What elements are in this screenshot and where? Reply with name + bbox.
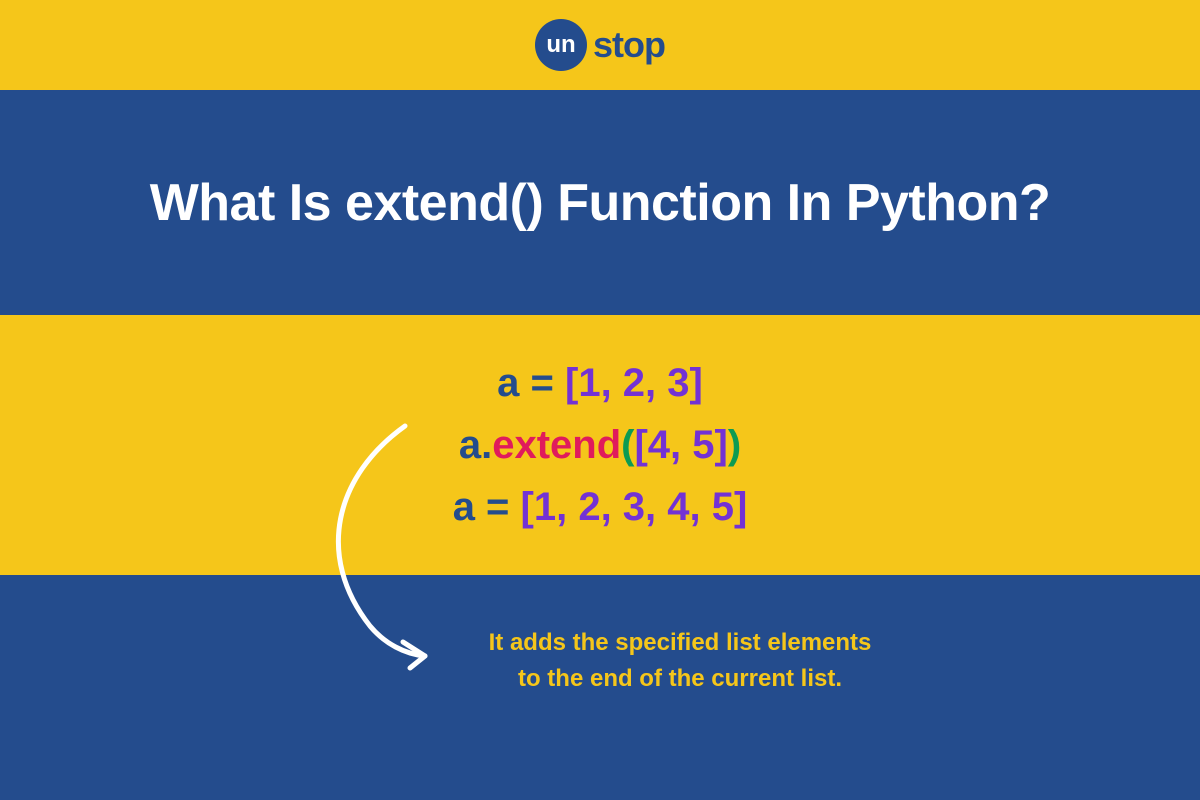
code-section: a = [1, 2, 3] a.extend([4, 5]) a = [1, 2… — [0, 315, 1200, 575]
code-line-3: a = [1, 2, 3, 4, 5] — [453, 476, 748, 538]
logo-circle-text: un — [546, 31, 575, 59]
logo-circle: un — [535, 19, 587, 71]
caption-line-1: It adds the specified list elements — [489, 629, 872, 656]
code-list: [1, 2, 3, 4, 5] — [521, 485, 748, 529]
caption-line-2: to the end of the current list. — [518, 665, 842, 692]
code-paren-open: ( — [621, 423, 634, 467]
code-dot: . — [481, 423, 492, 467]
brand-logo: un stop — [535, 19, 665, 71]
code-method: extend — [492, 423, 621, 467]
code-arg-list: [4, 5] — [634, 423, 727, 467]
footer-section: It adds the specified list elements to t… — [0, 575, 1200, 800]
logo-section: un stop — [0, 0, 1200, 90]
code-var: a — [459, 423, 481, 467]
logo-outer-text: stop — [593, 24, 665, 66]
page-title: What Is extend() Function In Python? — [150, 173, 1051, 233]
code-list: [1, 2, 3] — [565, 361, 703, 405]
code-var: a = — [497, 361, 565, 405]
caption: It adds the specified list elements to t… — [440, 625, 920, 697]
title-section: What Is extend() Function In Python? — [0, 90, 1200, 315]
code-line-2: a.extend([4, 5]) — [459, 414, 741, 476]
code-line-1: a = [1, 2, 3] — [497, 352, 703, 414]
code-paren-close: ) — [728, 423, 741, 467]
code-var: a = — [453, 485, 521, 529]
